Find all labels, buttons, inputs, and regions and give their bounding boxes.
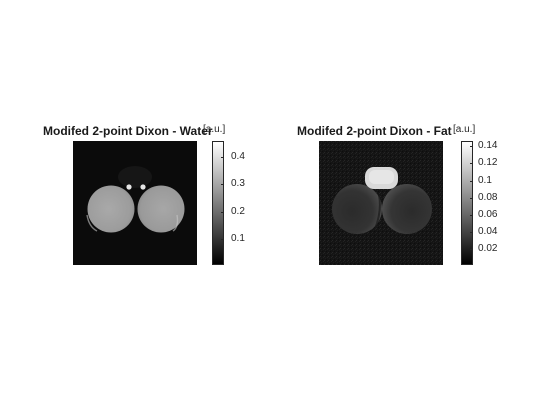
fat-title: Modifed 2-point Dixon - Fat (297, 124, 452, 138)
fat-tickmark-6 (470, 232, 473, 233)
water-tick-label: 0.1 (231, 233, 245, 244)
fat-right-phantom (382, 184, 432, 234)
fat-tickmark-2 (470, 163, 473, 164)
fat-tick-label: 0.14 (478, 140, 498, 151)
fat-colorbar (461, 141, 473, 265)
water-tickmark-1 (221, 157, 224, 158)
water-tickmark-4 (221, 239, 224, 240)
fat-tick-label: 0.12 (478, 157, 498, 168)
water-image (73, 141, 197, 265)
water-bright-dot-left (126, 184, 132, 190)
fat-tick-label: 0.06 (478, 209, 498, 220)
water-colorbar-unit: [a.u.] (203, 124, 226, 135)
fat-tickmark-4 (470, 198, 473, 199)
water-left-phantom (87, 185, 135, 233)
fat-image-svg (319, 141, 443, 265)
water-right-phantom (137, 185, 185, 233)
fat-tickmark-5 (470, 215, 473, 216)
water-top-faint-region (118, 166, 152, 188)
water-tick-label: 0.2 (231, 206, 245, 217)
fat-left-phantom (332, 184, 382, 234)
water-tickmark-3 (221, 212, 224, 213)
fat-tick-label: 0.08 (478, 192, 498, 203)
water-colorbar (212, 141, 224, 265)
water-title: Modifed 2-point Dixon - Water (43, 124, 213, 138)
fat-tick-label: 0.1 (478, 175, 492, 186)
fat-tick-label: 0.04 (478, 226, 498, 237)
fat-tickmark-3 (470, 181, 473, 182)
water-bright-dot-right (140, 184, 146, 190)
water-tick-label: 0.4 (231, 151, 245, 162)
fat-image (319, 141, 443, 265)
fat-tick-label: 0.02 (478, 243, 498, 254)
water-tickmark-2 (221, 184, 224, 185)
water-image-svg (73, 141, 197, 265)
fat-tickmark-7 (470, 249, 473, 250)
fat-colorbar-unit: [a.u.] (453, 124, 476, 135)
water-tick-label: 0.3 (231, 178, 245, 189)
fat-tickmark-1 (470, 146, 473, 147)
